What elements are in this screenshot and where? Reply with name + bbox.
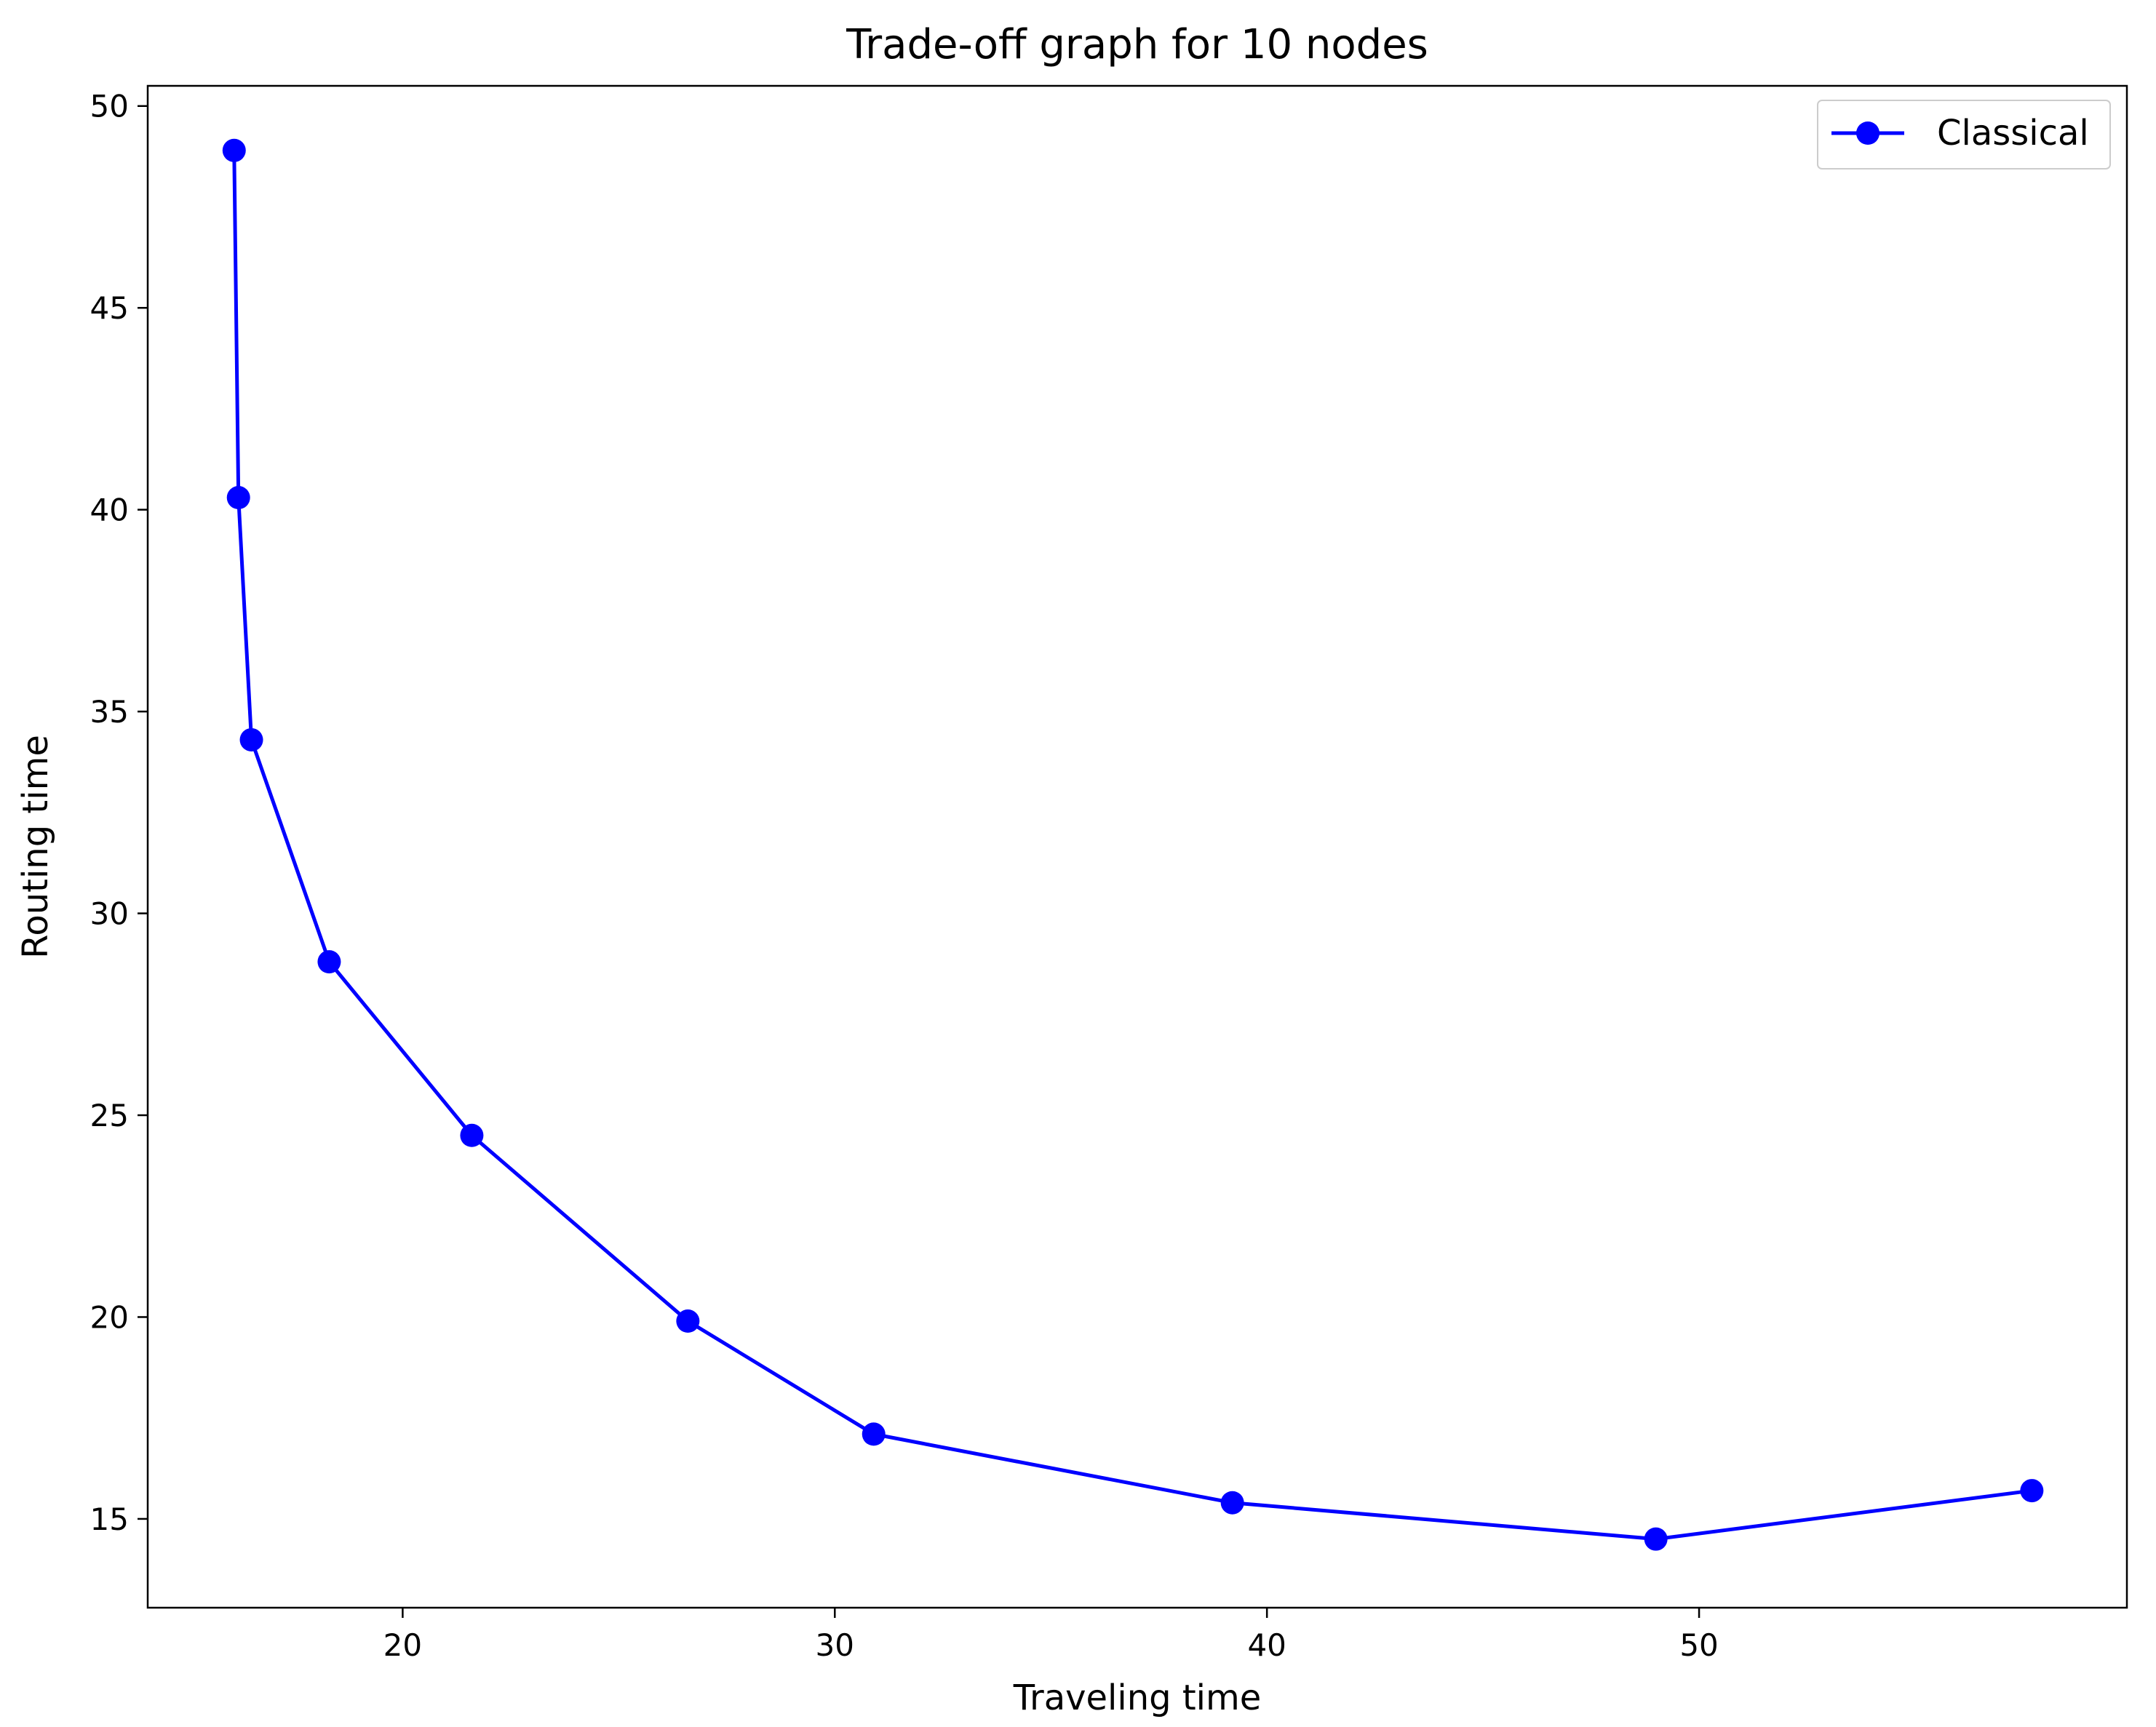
data-point (676, 1309, 700, 1333)
data-point (317, 950, 341, 974)
y-axis-ticks: 15 20 25 30 35 40 45 50 (90, 89, 148, 1537)
x-axis-ticks: 20 30 40 50 (383, 1608, 1719, 1663)
y-tick-label: 15 (90, 1501, 129, 1537)
y-tick-label: 35 (90, 694, 129, 730)
x-axis-label: Traveling time (1013, 1678, 1262, 1718)
data-point (1220, 1491, 1244, 1515)
y-tick-label: 45 (90, 290, 129, 326)
chart-title: Trade-off graph for 10 nodes (846, 21, 1428, 68)
legend: Classical (1817, 100, 2111, 169)
x-tick-label: 30 (816, 1627, 854, 1663)
data-point (222, 138, 246, 162)
legend-box (1817, 100, 2111, 169)
y-tick-label: 20 (90, 1299, 129, 1335)
data-point (862, 1422, 886, 1446)
x-tick-label: 40 (1247, 1627, 1286, 1663)
series-line-classical (232, 150, 2032, 1541)
data-point (1644, 1527, 1668, 1551)
legend-label-classical: Classical (1937, 113, 2089, 153)
data-point (226, 486, 250, 510)
x-tick-label: 20 (383, 1627, 422, 1663)
plot-frame (146, 84, 2128, 1609)
y-tick-label: 30 (90, 896, 129, 932)
y-tick-label: 25 (90, 1098, 129, 1133)
data-point (2020, 1479, 2044, 1503)
y-axis-label: Routing time (15, 735, 56, 959)
x-tick-label: 50 (1679, 1627, 1718, 1663)
y-tick-label: 50 (90, 89, 129, 124)
data-point (460, 1123, 484, 1147)
data-point (239, 727, 263, 751)
series-layer (222, 138, 2044, 1551)
y-tick-label: 40 (90, 492, 129, 528)
legend-marker-classical (1856, 121, 1879, 145)
